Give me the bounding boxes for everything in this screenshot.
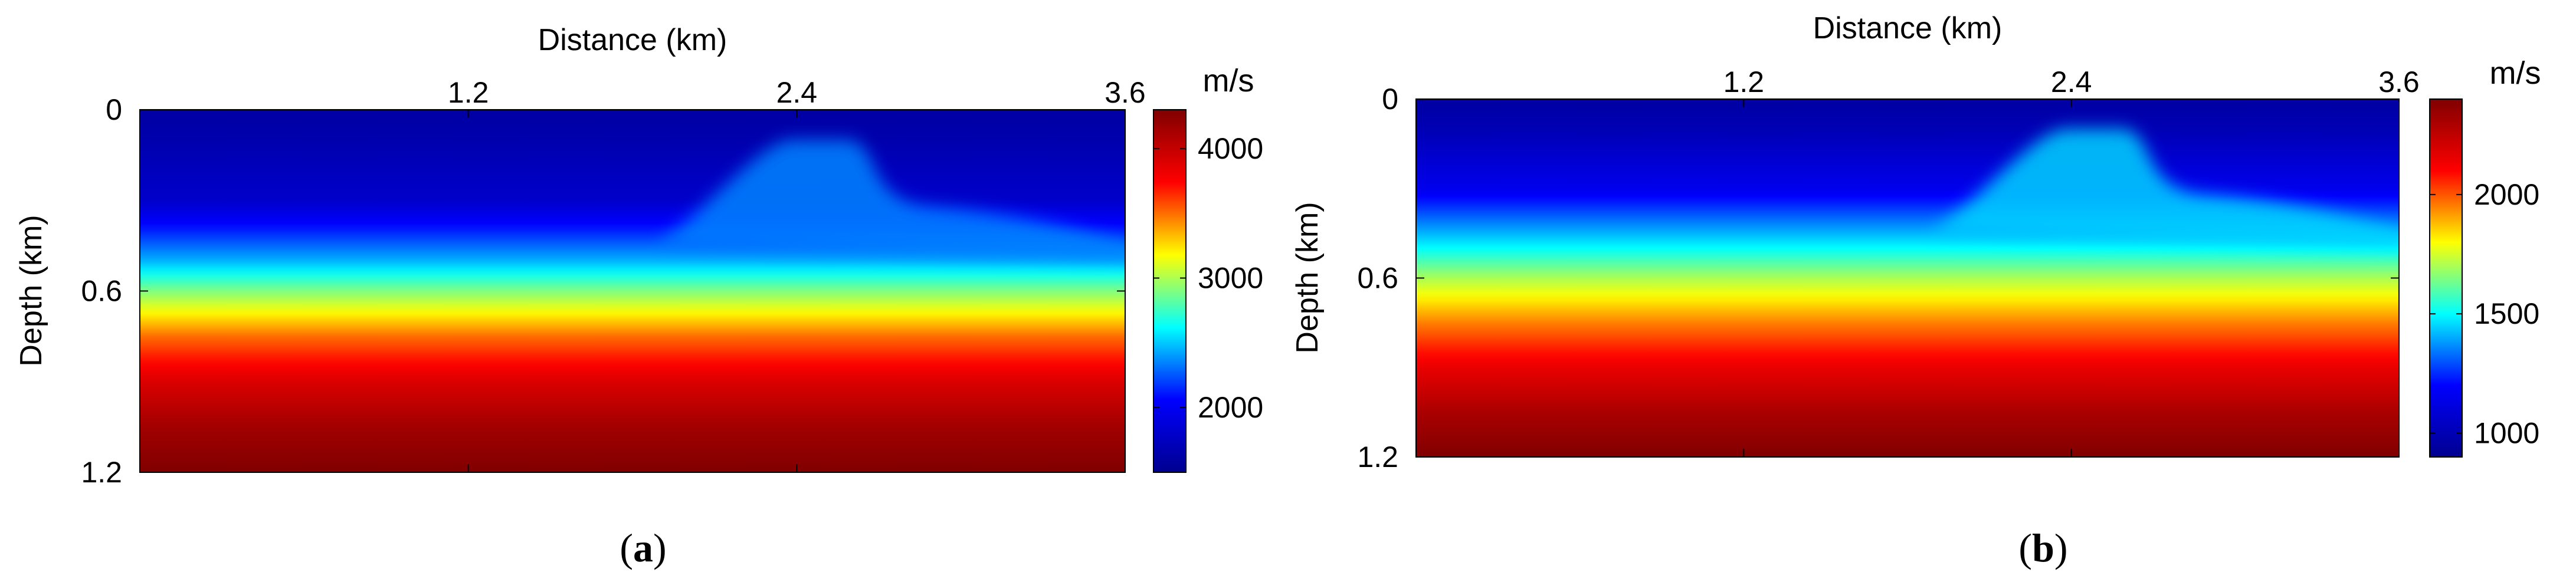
- x-tick-label: 1.2: [448, 76, 489, 109]
- y-tick-label: 1.2: [1357, 440, 1398, 474]
- panel-label-b: (b): [2018, 525, 2068, 570]
- velocity-anomaly: [657, 140, 1125, 260]
- colorbar: [1153, 109, 1187, 473]
- y-tick-label: 0.6: [81, 275, 122, 308]
- colorbar-unit: m/s: [2490, 55, 2541, 91]
- colorbar: [2429, 98, 2463, 458]
- colorbar-unit: m/s: [1203, 63, 1254, 98]
- y-tick-label: 0.6: [1357, 262, 1398, 295]
- velocity-chart-b: 1.2 2.4 3.6 0 0.6 1.2 Distance (km) Depth (km) 1…: [1290, 11, 2541, 474]
- x-axis-title: Distance (km): [1813, 11, 2003, 45]
- velocity-anomaly: [1931, 129, 2399, 247]
- colorbar-tick-label: 4000: [1198, 132, 1263, 165]
- y-axis-title: Depth (km): [14, 215, 48, 366]
- x-tick-label: 3.6: [2378, 65, 2420, 98]
- x-tick-label: 2.4: [2051, 65, 2092, 98]
- velocity-chart-a: 1.2 2.4 3.6 0 0.6 1.2 Distance (km) Depth (km) 2…: [14, 23, 1263, 489]
- colorbar-tick-label: 2000: [2474, 178, 2539, 211]
- panel-label-a: (a): [620, 525, 667, 570]
- y-tick-label: 0: [106, 93, 122, 126]
- panel-a: 1.2 2.4 3.6 0 0.6 1.2 Distance (km) Depth (km) 2…: [14, 23, 1263, 570]
- x-tick-label: 3.6: [1105, 76, 1146, 109]
- velocity-field: [140, 110, 1125, 472]
- colorbar-tick-label: 1000: [2474, 417, 2539, 450]
- x-axis-title: Distance (km): [538, 23, 727, 57]
- panel-b: 1.2 2.4 3.6 0 0.6 1.2 Distance (km) Depth (km) 1…: [1288, 0, 2576, 582]
- velocity-field: [1416, 99, 2399, 457]
- x-tick-label: 2.4: [776, 76, 818, 109]
- colorbar-tick-label: 3000: [1198, 262, 1263, 295]
- y-axis-title: Depth (km): [1290, 202, 1325, 353]
- colorbar-tick-label: 1500: [2474, 297, 2539, 330]
- colorbar-tick-label: 2000: [1198, 391, 1263, 424]
- y-tick-label: 0: [1382, 83, 1398, 116]
- x-tick-label: 1.2: [1723, 65, 1765, 98]
- y-tick-label: 1.2: [81, 456, 122, 489]
